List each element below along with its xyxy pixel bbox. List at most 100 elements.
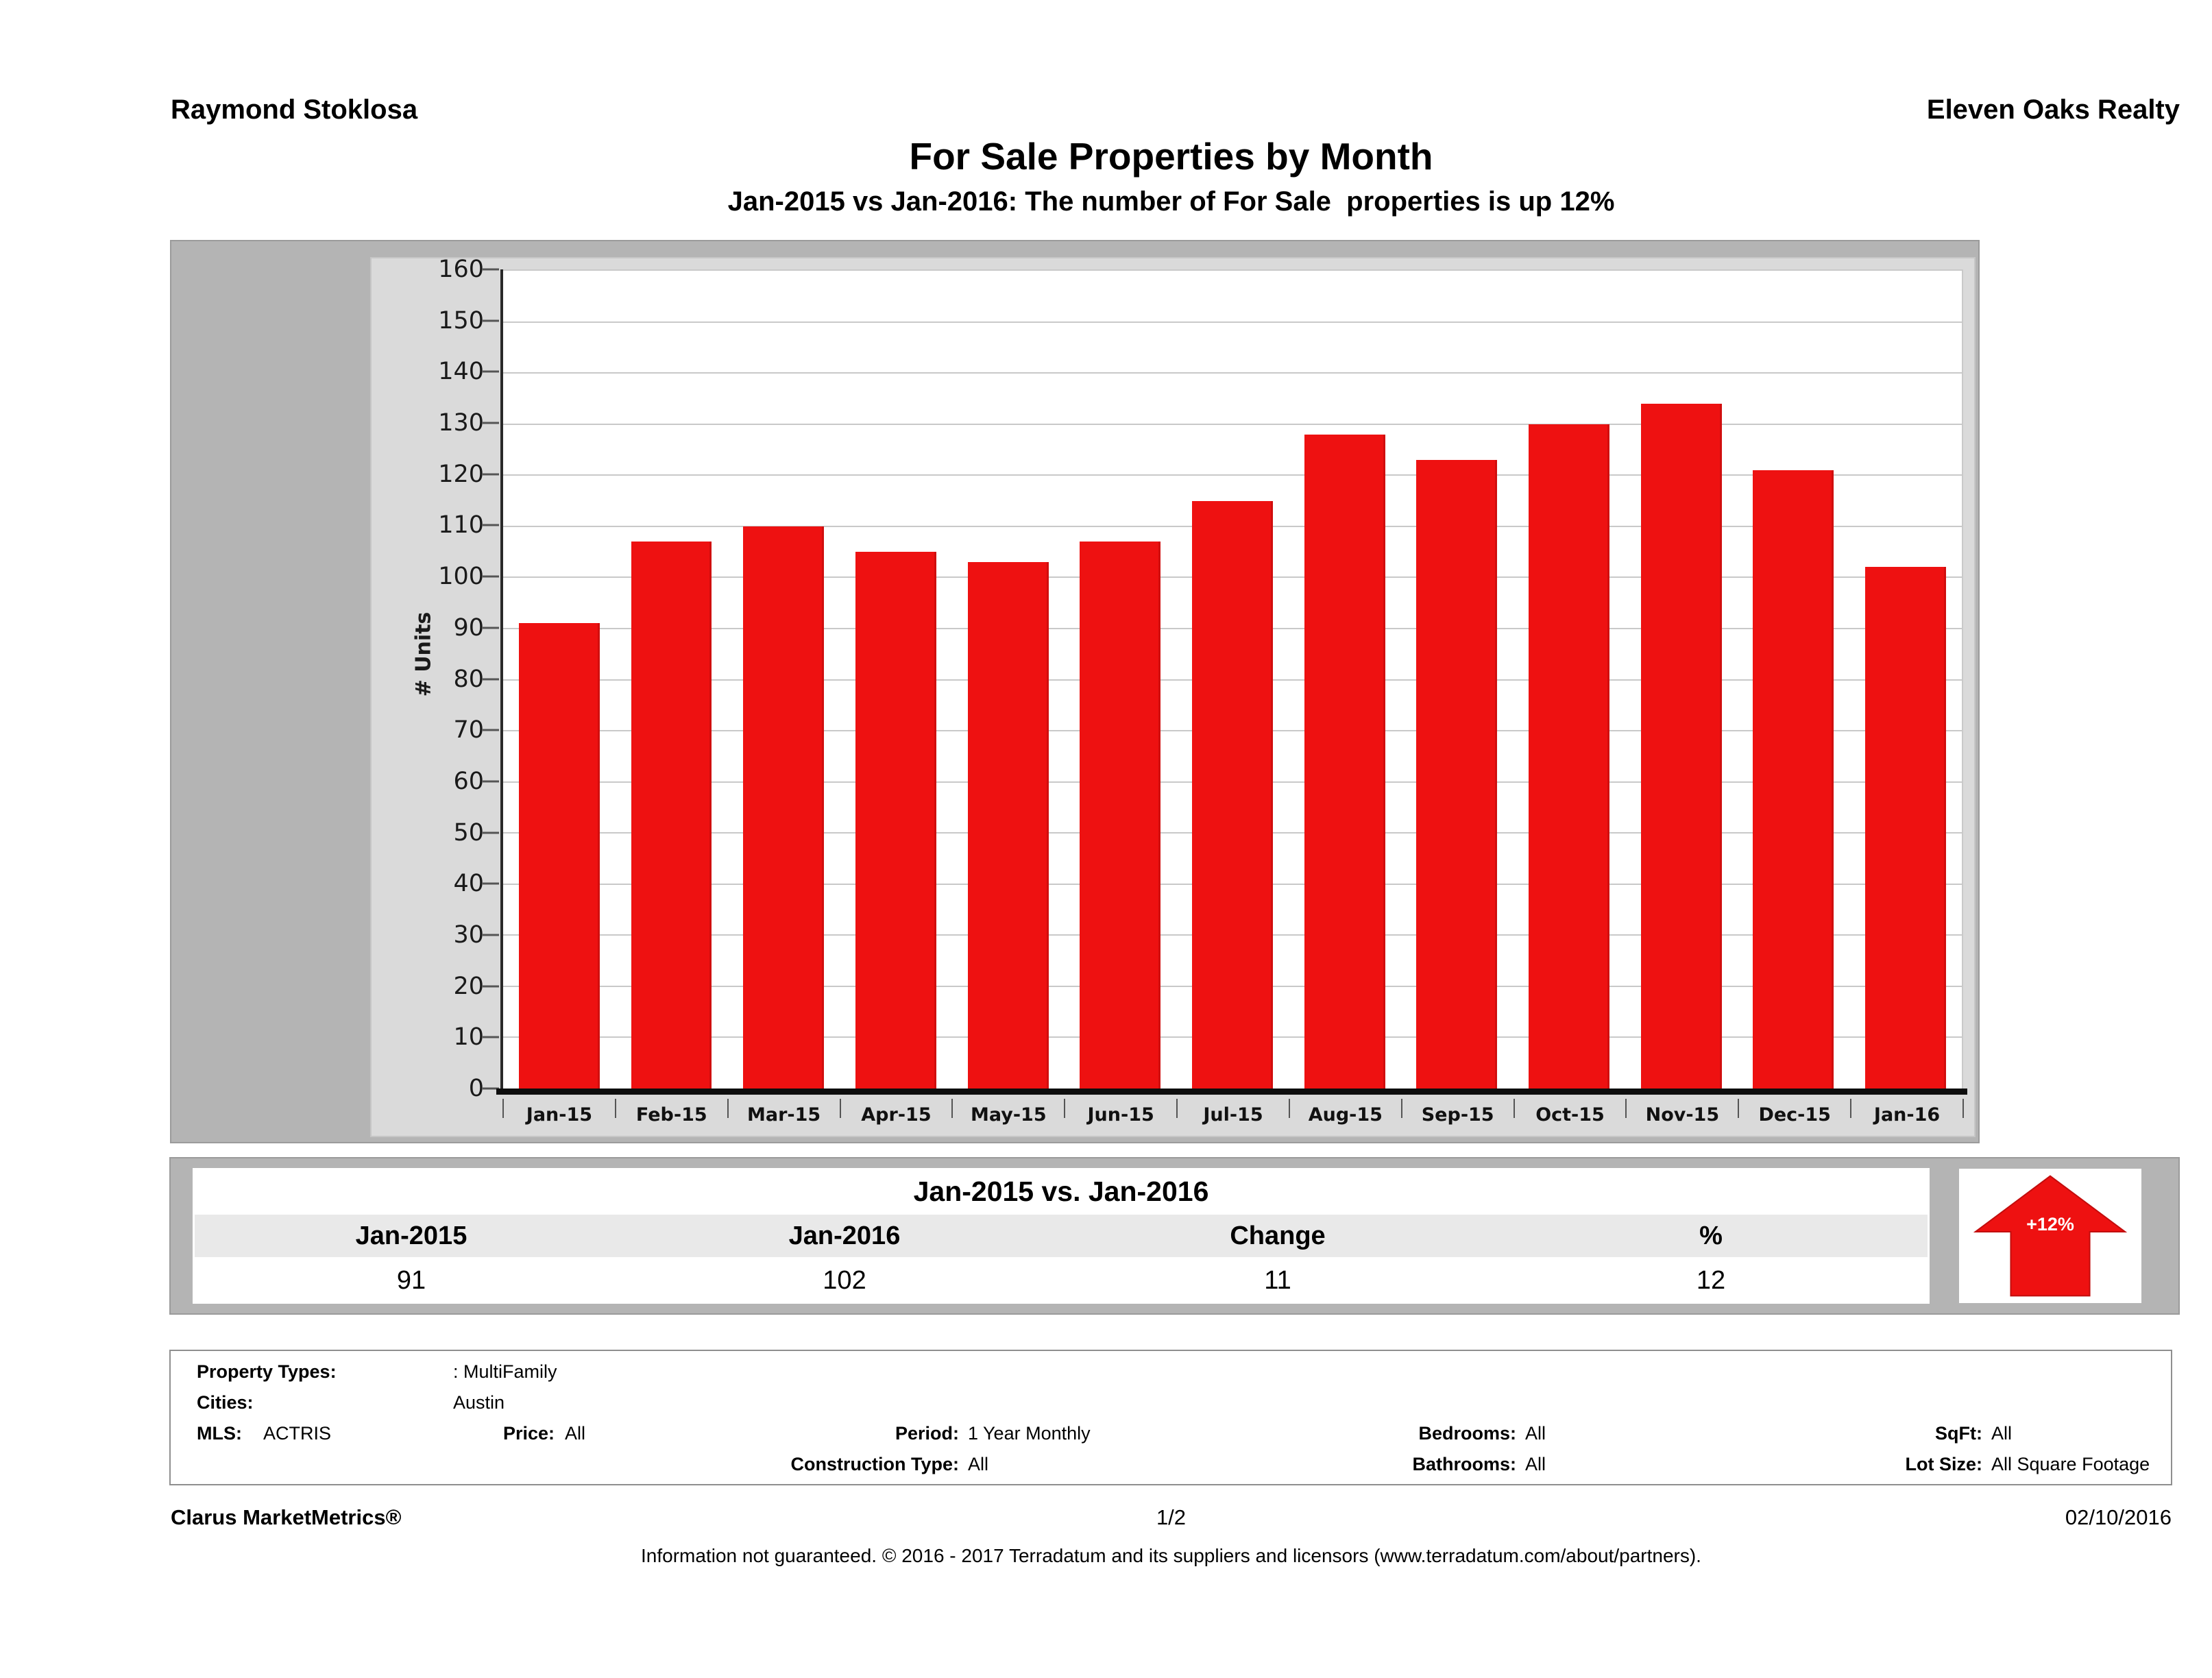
gridline	[503, 372, 1962, 374]
price-value: All	[565, 1423, 586, 1444]
y-tick-label: 160	[438, 256, 484, 283]
y-tick-label: 90	[453, 613, 484, 642]
page-title: For Sale Properties by Month	[909, 135, 1433, 178]
filter-row-property-types: Property Types: : MultiFamily	[171, 1357, 2171, 1387]
filter-row-mls: MLS: ACTRIS Price: All Period: 1 Year Mo…	[171, 1418, 2171, 1448]
bar-Nov-15	[1640, 403, 1722, 1089]
up-arrow-icon	[1973, 1175, 2128, 1297]
y-axis-ticks	[483, 268, 499, 1090]
x-tick-label: Jan-15	[526, 1104, 593, 1126]
x-tick-mark	[951, 1099, 953, 1118]
y-tick-label: 50	[453, 818, 484, 847]
chart-panel: # Units 160 150 140 130 120 110 100 90 80 70 60 50 4…	[370, 256, 1976, 1137]
footer-date: 02/10/2016	[2065, 1505, 2172, 1529]
x-tick-label: Jan-16	[1873, 1104, 1941, 1126]
bar-Jun-15	[1080, 542, 1161, 1089]
y-tick-mark	[483, 729, 499, 731]
y-tick-label: 30	[453, 921, 484, 949]
bar-Jul-15	[1192, 500, 1273, 1089]
x-tick-mark	[1513, 1099, 1515, 1118]
y-tick-label: 70	[453, 716, 484, 744]
gridline	[503, 474, 1962, 476]
property-types-label: Property Types:	[197, 1361, 337, 1382]
x-axis-ticks	[502, 1099, 1964, 1119]
bar-slot	[1064, 271, 1176, 1089]
summary-value: 91	[396, 1265, 426, 1295]
y-tick-mark	[483, 678, 499, 680]
x-tick-mark	[839, 1099, 841, 1118]
y-tick-mark	[483, 422, 499, 424]
bar-slot	[1289, 271, 1401, 1089]
footer-disclaimer: Information not guaranteed. © 2016 - 201…	[641, 1545, 1701, 1566]
page-subtitle: Jan-2015 vs Jan-2016: The number of For …	[727, 186, 1615, 217]
construction-type-value: All	[968, 1454, 989, 1474]
y-tick-mark	[483, 1036, 499, 1038]
summary-table-value-row: 91 102 11 12	[195, 1259, 1928, 1302]
price-label: Price:	[502, 1423, 555, 1444]
summary-section: Jan-2015 vs. Jan-2016 Jan-2015 Jan-2016 …	[169, 1157, 2180, 1315]
change-badge-label: +12%	[2026, 1214, 2074, 1235]
y-tick-mark	[483, 985, 499, 988]
x-tick-label: Oct-15	[1535, 1104, 1605, 1126]
x-axis-line	[496, 1089, 1967, 1095]
bar-May-15	[967, 562, 1049, 1089]
summary-value: 102	[823, 1265, 866, 1295]
chart-container: # Units 160 150 140 130 120 110 100 90 80 70 60 50 4…	[170, 240, 1980, 1143]
x-tick-mark	[502, 1099, 504, 1118]
bar-slot	[840, 271, 952, 1089]
footer: Clarus MarketMetrics® 1/2 02/10/2016	[169, 1505, 2173, 1534]
period-label: Period:	[895, 1423, 959, 1444]
y-axis-labels: 160 150 140 130 120 110 100 90 80 70 60 50 40 30 20 10 0	[372, 256, 495, 1102]
x-tick-mark	[614, 1099, 616, 1118]
bar-Jan-16	[1865, 567, 1947, 1089]
x-tick-label: Sep-15	[1421, 1104, 1494, 1126]
y-tick-label: 140	[438, 358, 484, 386]
y-tick-mark	[483, 831, 499, 834]
y-tick-label: 20	[453, 972, 484, 1000]
y-tick-label: 60	[453, 767, 484, 795]
bedrooms-value: All	[1525, 1423, 1546, 1444]
x-tick-mark	[1288, 1099, 1290, 1118]
summary-col-header: Jan-2015	[355, 1221, 467, 1250]
y-axis-line	[500, 269, 503, 1095]
bar-slot	[1738, 271, 1850, 1089]
y-tick-mark	[483, 575, 499, 578]
y-tick-mark	[483, 780, 499, 783]
x-axis-labels: Jan-15 Feb-15 Mar-15 Apr-15 May-15 Jun-15 Jul-…	[503, 1100, 1963, 1126]
bar-slot	[616, 271, 728, 1089]
summary-col-header: Jan-2016	[788, 1221, 901, 1250]
sqft-label: SqFt:	[1935, 1423, 1982, 1444]
summary-col-header: Change	[1230, 1221, 1326, 1250]
bar-Aug-15	[1304, 434, 1385, 1089]
x-tick-mark	[727, 1099, 729, 1118]
filter-row-cities: Cities: Austin	[171, 1387, 2171, 1418]
construction-type-label: Construction Type:	[790, 1454, 960, 1474]
x-tick-label: Jul-15	[1203, 1104, 1263, 1126]
footer-brand: Clarus MarketMetrics®	[171, 1505, 402, 1529]
x-tick-label: Aug-15	[1308, 1104, 1383, 1126]
bar-slot	[503, 271, 616, 1089]
x-tick-label: Mar-15	[747, 1104, 821, 1126]
x-tick-mark	[1400, 1099, 1402, 1118]
plot-area	[503, 269, 1963, 1089]
report-filters: Property Types: : MultiFamily Cities: Au…	[169, 1350, 2172, 1485]
y-tick-mark	[483, 319, 499, 322]
x-tick-label: Feb-15	[635, 1104, 707, 1126]
mls-label: MLS:	[197, 1423, 242, 1444]
y-tick-label: 0	[468, 1075, 484, 1102]
bar-Sep-15	[1416, 459, 1498, 1089]
x-tick-label: Apr-15	[861, 1104, 932, 1126]
period-value: 1 Year Monthly	[968, 1423, 1091, 1444]
summary-col-header: %	[1699, 1221, 1723, 1250]
cities-value: Austin	[453, 1392, 505, 1413]
x-tick-mark	[1738, 1099, 1740, 1118]
agent-name: Raymond Stoklosa	[171, 95, 418, 125]
bathrooms-value: All	[1525, 1454, 1546, 1474]
summary-table-header-row: Jan-2015 Jan-2016 Change %	[195, 1215, 1928, 1257]
bar-Oct-15	[1529, 424, 1609, 1089]
y-tick-mark	[483, 882, 499, 885]
bathrooms-label: Bathrooms:	[1412, 1454, 1516, 1474]
bar-slot	[727, 271, 840, 1089]
bedrooms-label: Bedrooms:	[1418, 1423, 1516, 1444]
